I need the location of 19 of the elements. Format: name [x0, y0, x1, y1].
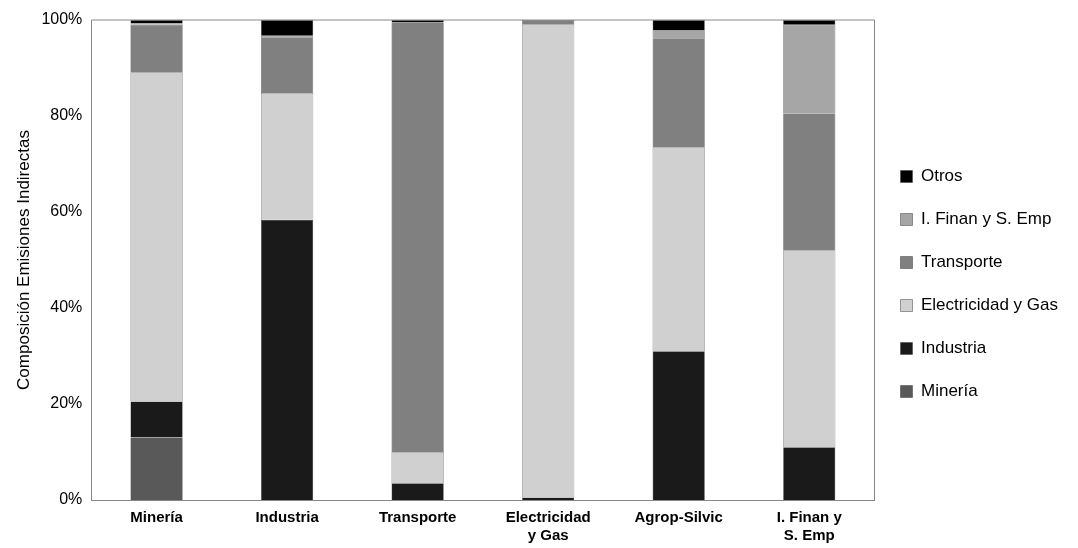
x-tick-label: I. Finan y S. Emp — [776, 508, 843, 544]
y-tick-label: 100% — [41, 10, 83, 28]
y-tick-label: 60% — [50, 202, 83, 220]
y-tick-label: 0% — [59, 490, 83, 508]
x-tick-label: Minería — [130, 508, 184, 526]
y-axis-title: Composición Emisiones Indirectas — [13, 130, 33, 390]
y-tick-label: 40% — [50, 298, 83, 316]
x-tick-label: Transporte — [378, 508, 457, 526]
x-tick-label: Agrop-Silvic — [634, 508, 723, 526]
x-tick-label: Industria — [255, 508, 320, 526]
legend-label: Industria — [921, 338, 987, 358]
legend-label: I. Finan y S. Emp — [921, 209, 1052, 229]
x-tick-label: Electricidad y Gas — [505, 508, 591, 544]
legend-label: Transporte — [921, 252, 1003, 272]
y-tick-label: 20% — [50, 394, 83, 412]
legend-label: Electricidad y Gas — [921, 295, 1058, 315]
y-tick-label: 80% — [50, 106, 83, 124]
legend-label: Minería — [921, 381, 979, 401]
legend-label: Otros — [921, 166, 963, 186]
